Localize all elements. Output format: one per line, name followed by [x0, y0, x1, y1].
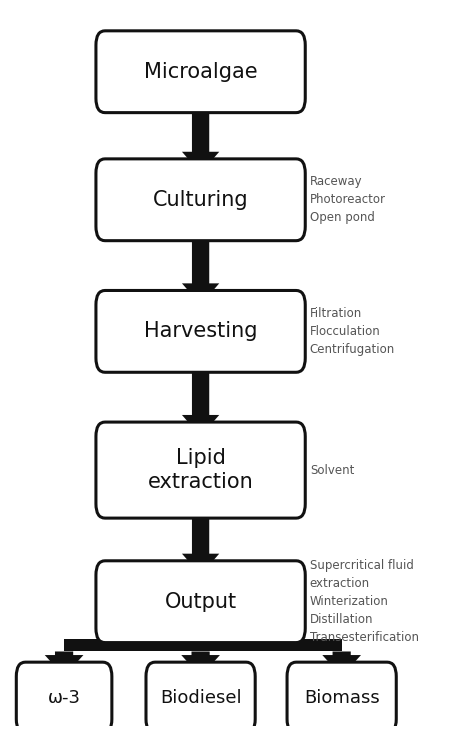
Polygon shape: [182, 504, 219, 575]
FancyBboxPatch shape: [16, 662, 112, 734]
Text: ω-3: ω-3: [47, 688, 81, 707]
FancyBboxPatch shape: [96, 561, 305, 642]
Polygon shape: [191, 628, 210, 639]
FancyBboxPatch shape: [146, 662, 255, 734]
Polygon shape: [181, 651, 220, 677]
Text: Output: Output: [164, 592, 237, 611]
FancyBboxPatch shape: [96, 159, 305, 241]
Text: Harvesting: Harvesting: [144, 322, 257, 342]
Text: Biomass: Biomass: [304, 688, 380, 707]
FancyBboxPatch shape: [96, 422, 305, 518]
FancyBboxPatch shape: [96, 31, 305, 113]
Text: Raceway
Photoreactor
Open pond: Raceway Photoreactor Open pond: [310, 176, 386, 225]
Polygon shape: [64, 639, 342, 651]
FancyBboxPatch shape: [96, 290, 305, 372]
Text: Solvent: Solvent: [310, 464, 354, 476]
Polygon shape: [182, 99, 219, 173]
Text: Biodiesel: Biodiesel: [160, 688, 241, 707]
Text: Culturing: Culturing: [153, 190, 248, 210]
Text: Microalgae: Microalgae: [144, 62, 257, 82]
Polygon shape: [182, 227, 219, 305]
Polygon shape: [45, 651, 83, 677]
Polygon shape: [182, 358, 219, 436]
Text: Supercritical fluid
extraction
Winterization
Distillation
Transesterification: Supercritical fluid extraction Winteriza…: [310, 559, 419, 644]
Polygon shape: [322, 651, 361, 677]
FancyBboxPatch shape: [287, 662, 396, 734]
Text: Lipid
extraction: Lipid extraction: [148, 448, 254, 492]
Text: Filtration
Flocculation
Centrifugation: Filtration Flocculation Centrifugation: [310, 307, 395, 356]
